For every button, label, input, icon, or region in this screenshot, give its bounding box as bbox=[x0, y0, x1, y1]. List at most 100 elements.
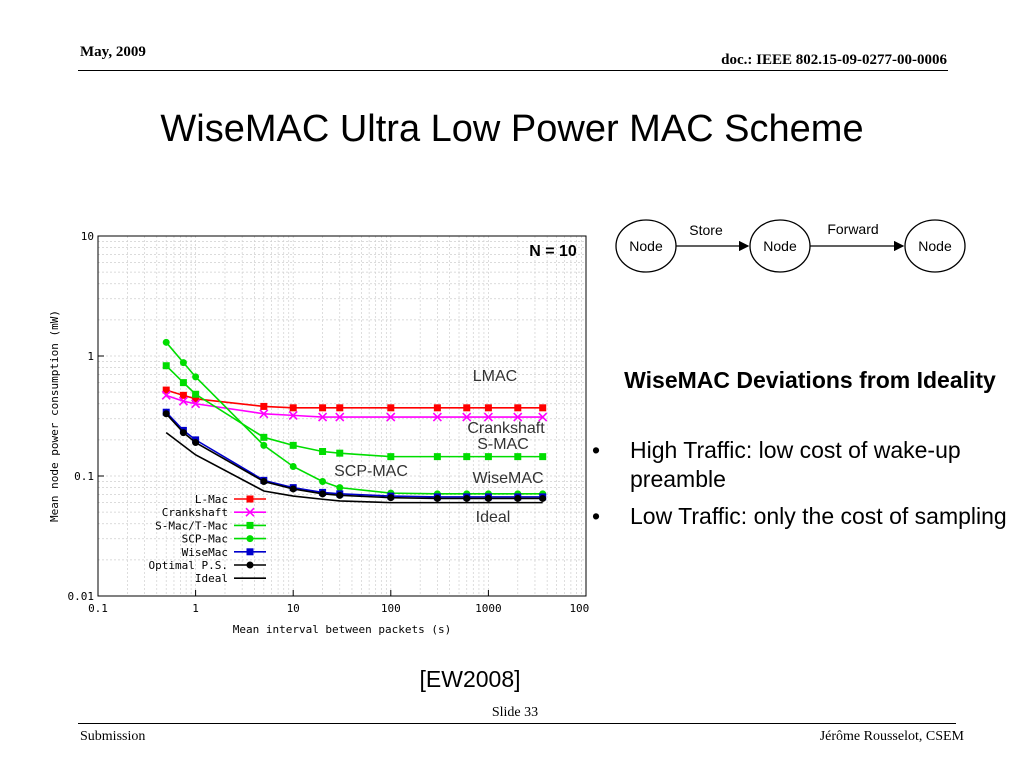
data-point-2 bbox=[179, 379, 187, 387]
y-tick-label: 1 bbox=[87, 350, 94, 363]
y-tick-label: 0.1 bbox=[74, 470, 94, 483]
data-point-5 bbox=[433, 494, 441, 502]
data-point-0 bbox=[289, 404, 297, 412]
data-point-2 bbox=[319, 448, 327, 456]
data-point-0 bbox=[192, 395, 200, 403]
y-tick-label: 10 bbox=[81, 230, 94, 243]
legend-swatch-marker bbox=[246, 495, 254, 503]
data-point-5 bbox=[162, 410, 170, 418]
data-point-5 bbox=[539, 494, 547, 502]
bullet-marker: • bbox=[592, 437, 601, 463]
y-axis-label: Mean node power consumption (mW) bbox=[48, 310, 61, 522]
y-tick-label: 0.01 bbox=[68, 590, 95, 603]
data-point-5 bbox=[192, 439, 200, 447]
data-point-2 bbox=[484, 453, 492, 461]
data-point-3 bbox=[336, 484, 344, 492]
legend-label: Crankshaft bbox=[162, 506, 228, 519]
slide-title: WiseMAC Ultra Low Power MAC Scheme bbox=[160, 108, 864, 150]
deviations-list: • High Traffic: low cost of wake-up prea… bbox=[590, 436, 1010, 539]
data-point-0 bbox=[162, 386, 170, 394]
legend-label: SCP-Mac bbox=[182, 533, 228, 546]
curve-label: Crankshaft bbox=[467, 420, 545, 437]
data-point-2 bbox=[260, 433, 268, 441]
data-point-0 bbox=[336, 404, 344, 412]
plot-frame bbox=[97, 235, 587, 597]
curve-label: LMAC bbox=[473, 368, 517, 385]
data-point-3 bbox=[319, 477, 327, 485]
data-point-2 bbox=[463, 453, 471, 461]
series-line-6 bbox=[165, 431, 543, 504]
curve-label: SCP-MAC bbox=[334, 463, 408, 480]
footer-author: Jérôme Rousselot, CSEM bbox=[819, 729, 964, 744]
data-point-5 bbox=[319, 490, 327, 498]
data-point-3 bbox=[162, 338, 170, 346]
legend-label: Optimal P.S. bbox=[149, 559, 228, 572]
deviation-item-high-traffic: • High Traffic: low cost of wake-up prea… bbox=[590, 436, 1010, 494]
data-point-1 bbox=[335, 412, 345, 422]
x-tick-label: 10 bbox=[287, 602, 300, 615]
data-point-1 bbox=[483, 412, 493, 422]
data-point-2 bbox=[514, 453, 522, 461]
data-point-5 bbox=[336, 491, 344, 499]
store-forward-diagram: Node Node Node Store Forward bbox=[615, 219, 966, 273]
header-date: May, 2009 bbox=[80, 44, 146, 60]
diagram-edge-forward-label: Forward bbox=[827, 221, 878, 237]
legend-swatch-marker bbox=[246, 521, 254, 529]
data-point-0 bbox=[514, 404, 522, 412]
data-point-5 bbox=[179, 429, 187, 437]
data-point-1 bbox=[288, 410, 298, 420]
footer-divider bbox=[78, 723, 956, 724]
data-point-5 bbox=[387, 494, 395, 502]
data-point-1 bbox=[318, 412, 328, 422]
data-point-5 bbox=[514, 494, 522, 502]
curve-label: WiseMAC bbox=[472, 470, 543, 487]
bullet-marker: • bbox=[592, 503, 601, 529]
data-point-0 bbox=[433, 404, 441, 412]
data-point-5 bbox=[289, 485, 297, 493]
x-tick-label: 10000 bbox=[569, 602, 590, 615]
n-annotation: N = 10 bbox=[529, 243, 577, 260]
data-point-1 bbox=[259, 409, 269, 419]
data-point-0 bbox=[319, 404, 327, 412]
legend-swatch-marker bbox=[245, 507, 255, 517]
data-point-2 bbox=[336, 449, 344, 457]
diagram-edge-store-label: Store bbox=[689, 222, 723, 238]
data-point-0 bbox=[484, 404, 492, 412]
diagram-node-3-label: Node bbox=[918, 238, 952, 254]
diagram-node-3 bbox=[904, 219, 966, 273]
data-point-2 bbox=[433, 453, 441, 461]
deviation-text: Low Traffic: only the cost of sampling bbox=[630, 503, 1007, 529]
legend-swatch-marker bbox=[246, 535, 254, 543]
deviation-item-low-traffic: • Low Traffic: only the cost of sampling bbox=[590, 502, 1010, 531]
legend-label: L-Mac bbox=[195, 493, 228, 506]
data-point-1 bbox=[178, 396, 188, 406]
data-point-1 bbox=[191, 399, 201, 409]
data-point-0 bbox=[260, 402, 268, 410]
reference-citation: [EW2008] bbox=[419, 666, 521, 692]
data-point-1 bbox=[432, 412, 442, 422]
x-tick-label: 1000 bbox=[475, 602, 502, 615]
data-point-5 bbox=[463, 494, 471, 502]
diagram-node-2-label: Node bbox=[763, 238, 797, 254]
legend-swatch-marker bbox=[246, 548, 254, 556]
data-point-1 bbox=[513, 412, 523, 422]
deviation-text: High Traffic: low cost of wake-up preamb… bbox=[630, 437, 961, 492]
deviations-title: WiseMAC Deviations from Ideality bbox=[624, 367, 996, 393]
legend-label: S-Mac/T-Mac bbox=[155, 519, 228, 532]
legend-swatch-marker bbox=[246, 561, 254, 569]
legend-label: WiseMac bbox=[182, 546, 228, 559]
data-point-2 bbox=[162, 362, 170, 370]
x-tick-label: 1 bbox=[192, 602, 199, 615]
header-doc-id: doc.: IEEE 802.15-09-0277-00-0006 bbox=[721, 52, 947, 68]
data-point-1 bbox=[538, 412, 548, 422]
data-point-2 bbox=[387, 453, 395, 461]
curve-label: Ideal bbox=[476, 509, 511, 526]
data-point-1 bbox=[386, 412, 396, 422]
footer-submission: Submission bbox=[80, 729, 146, 744]
x-tick-label: 0.1 bbox=[88, 602, 108, 615]
diagram-node-1-label: Node bbox=[629, 238, 663, 254]
header-divider bbox=[78, 70, 948, 71]
data-point-3 bbox=[179, 359, 187, 367]
data-point-5 bbox=[484, 494, 492, 502]
